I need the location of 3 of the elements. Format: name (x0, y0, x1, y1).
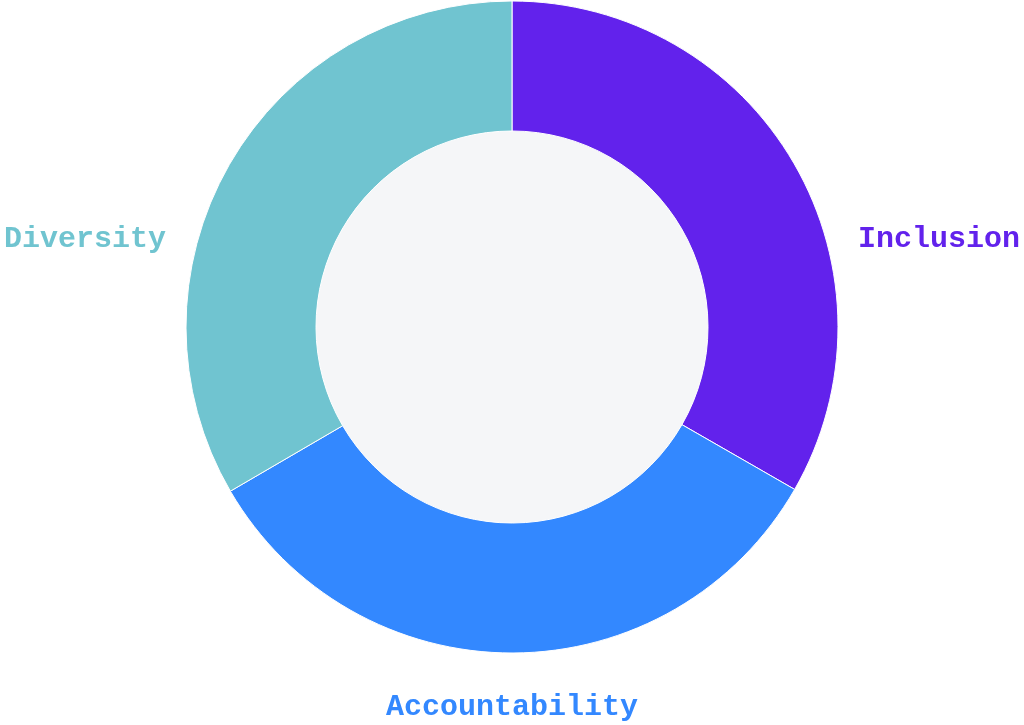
slice-label: Inclusion (858, 222, 1021, 256)
slice-label: Accountability (385, 690, 639, 724)
slice-label: Diversity (3, 222, 166, 256)
